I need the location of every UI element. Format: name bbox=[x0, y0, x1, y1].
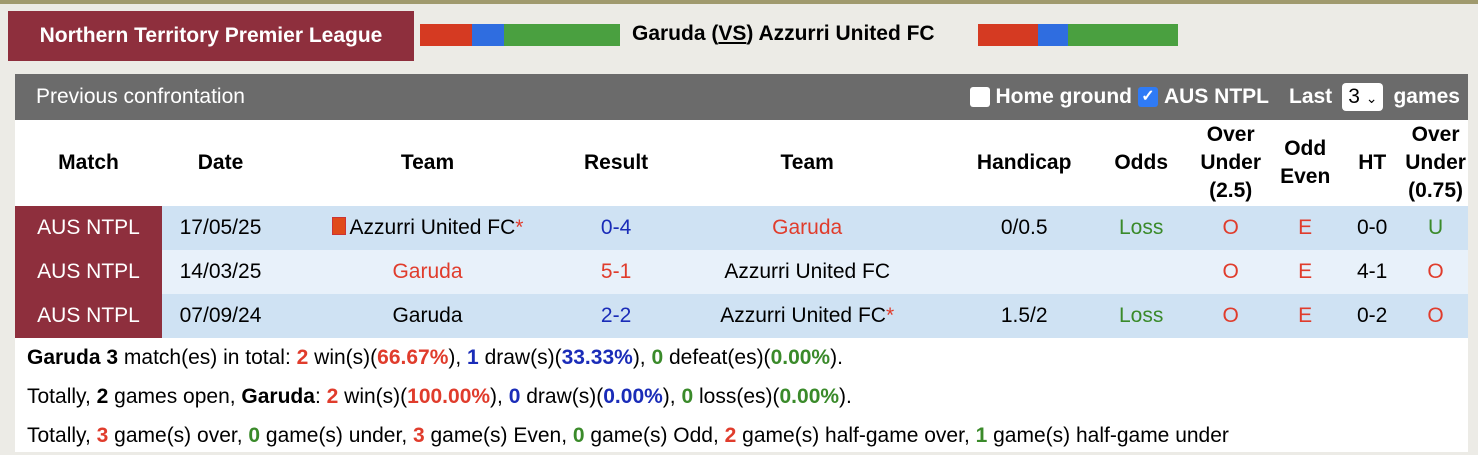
odd-even: E bbox=[1269, 206, 1342, 250]
match-date: 14/03/25 bbox=[162, 250, 279, 294]
confrontation-panel: Previous confrontation Home ground ✓ AUS… bbox=[15, 74, 1468, 452]
home-team-name: Garuda bbox=[632, 22, 706, 45]
league-filter-label: AUS NTPL bbox=[1164, 85, 1269, 108]
home-team[interactable]: Azzurri United FC* bbox=[279, 206, 576, 250]
col-ht: HT bbox=[1358, 151, 1387, 174]
league-checkbox[interactable]: ✓ bbox=[1138, 87, 1158, 107]
odds-result: Loss bbox=[1090, 206, 1193, 250]
match-date: 17/05/25 bbox=[162, 206, 279, 250]
form-bar-home bbox=[420, 24, 620, 46]
odd-even: E bbox=[1269, 250, 1342, 294]
panel-title: Previous confrontation bbox=[36, 85, 245, 108]
home-team[interactable]: Garuda bbox=[279, 294, 576, 338]
league-title: Northern Territory Premier League bbox=[8, 11, 414, 61]
score[interactable]: 2-2 bbox=[576, 294, 657, 338]
col-date: Date bbox=[197, 151, 244, 174]
col-home-team: Team bbox=[400, 151, 455, 174]
col-away-team: Team bbox=[780, 151, 834, 174]
over-under-ht: U bbox=[1403, 206, 1468, 250]
away-team-name: Azzurri United FC bbox=[720, 304, 886, 327]
odds-result: Loss bbox=[1090, 294, 1193, 338]
ht-score: 0-0 bbox=[1341, 206, 1404, 250]
over-under: O bbox=[1192, 206, 1270, 250]
away-team-name: Azzurri United FC bbox=[758, 22, 935, 45]
col-handicap: Handicap bbox=[976, 151, 1072, 174]
home-ground-checkbox[interactable] bbox=[969, 87, 990, 107]
last-label: Last bbox=[1289, 85, 1333, 108]
form-bar-away bbox=[978, 24, 1178, 46]
over-under-ht: O bbox=[1403, 250, 1468, 294]
chevron-down-icon: ⌄ bbox=[1365, 90, 1378, 106]
match-league[interactable]: AUS NTPL bbox=[15, 294, 162, 338]
panel-header: Previous confrontation Home ground ✓ AUS… bbox=[15, 74, 1468, 120]
away-team[interactable]: Azzurri United FC bbox=[656, 250, 959, 294]
score[interactable]: 0-4 bbox=[576, 206, 657, 250]
table-row[interactable]: AUS NTPL 07/09/24 Garuda 2-2 Azzurri Uni… bbox=[15, 294, 1468, 338]
results-table: Match Date Team Result Team Handicap Odd… bbox=[15, 120, 1468, 338]
summary-line-2: Totally, 2 games open, Garuda: 2 win(s)(… bbox=[27, 385, 852, 408]
col-over-under: Over Under (2.5) bbox=[1200, 123, 1262, 202]
home-ground-label: Home ground bbox=[995, 85, 1133, 108]
table-row[interactable]: AUS NTPL 14/03/25 Garuda 5-1 Azzurri Uni… bbox=[15, 250, 1468, 294]
handicap bbox=[958, 250, 1091, 294]
matchup-title: Garuda (VS) Azzurri United FC bbox=[632, 22, 935, 45]
ht-score: 0-2 bbox=[1341, 294, 1404, 338]
col-match: Match bbox=[58, 151, 119, 174]
col-odd-even: Odd Even bbox=[1280, 137, 1331, 188]
col-odds: Odds bbox=[1114, 151, 1169, 174]
odds-result bbox=[1090, 250, 1193, 294]
over-under: O bbox=[1192, 250, 1270, 294]
games-count-value: 3 bbox=[1348, 85, 1360, 108]
summary: Garuda 3 match(es) in total: 2 win(s)(66… bbox=[15, 338, 1468, 455]
match-date: 07/09/24 bbox=[162, 294, 279, 338]
match-league[interactable]: AUS NTPL bbox=[15, 250, 162, 294]
star-marker: * bbox=[885, 304, 895, 327]
away-team[interactable]: Azzurri United FC* bbox=[656, 294, 959, 338]
games-label: games bbox=[1393, 85, 1460, 108]
away-team[interactable]: Garuda bbox=[656, 206, 959, 250]
ht-score: 4-1 bbox=[1341, 250, 1404, 294]
col-result: Result bbox=[584, 151, 649, 174]
games-count-select[interactable]: 3 ⌄ bbox=[1342, 83, 1384, 111]
odd-even: E bbox=[1269, 294, 1342, 338]
flag-icon bbox=[331, 217, 346, 235]
handicap: 0/0.5 bbox=[958, 206, 1091, 250]
vs-link[interactable]: VS bbox=[718, 22, 747, 45]
score[interactable]: 5-1 bbox=[576, 250, 657, 294]
summary-line-3: Totally, 3 game(s) over, 0 game(s) under… bbox=[27, 424, 1229, 447]
home-team-name: Azzurri United FC bbox=[349, 216, 516, 239]
table-row[interactable]: AUS NTPL 17/05/25 Azzurri United FC* 0-4… bbox=[15, 206, 1468, 250]
table-header: Match Date Team Result Team Handicap Odd… bbox=[15, 120, 1468, 206]
home-team[interactable]: Garuda bbox=[279, 250, 576, 294]
over-under: O bbox=[1192, 294, 1270, 338]
summary-line-1: Garuda 3 match(es) in total: 2 win(s)(66… bbox=[27, 346, 843, 369]
star-marker: * bbox=[515, 216, 524, 239]
match-league[interactable]: AUS NTPL bbox=[15, 206, 162, 250]
over-under-ht: O bbox=[1403, 294, 1468, 338]
col-over-under-ht: Over Under (0.75) bbox=[1405, 123, 1466, 202]
handicap: 1.5/2 bbox=[958, 294, 1091, 338]
